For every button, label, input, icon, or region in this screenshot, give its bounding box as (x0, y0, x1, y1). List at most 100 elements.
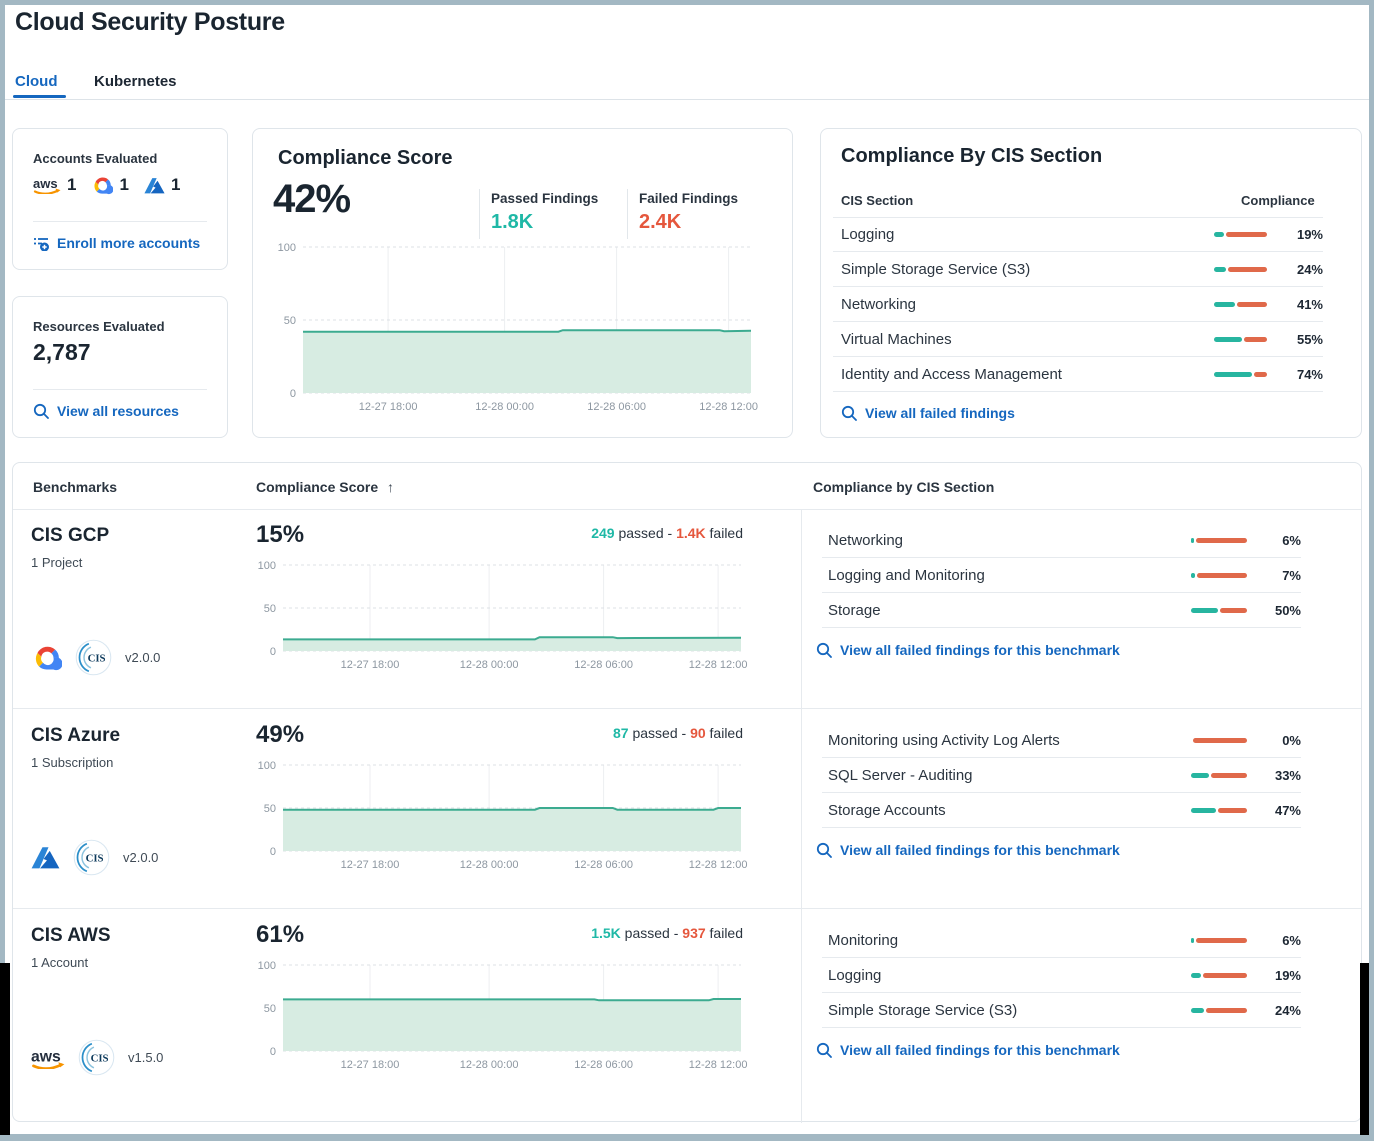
benchmark-row-cis-azure: CIS Azure 1 Subscription v2.0.0 49% 87 p… (13, 709, 1361, 909)
section-label: Simple Storage Service (S3) (828, 1001, 1018, 1019)
window-frame-top (0, 0, 1374, 5)
failed-word: failed (705, 525, 743, 541)
svg-text:12-28 12:00: 12-28 12:00 (689, 659, 748, 671)
accounts-evaluated-card: Accounts Evaluated 1 1 1 Enroll more acc… (12, 128, 228, 270)
passed-findings-label: Passed Findings (491, 191, 599, 206)
benchmark-version: v1.5.0 (128, 1050, 164, 1065)
svg-text:12-28 00:00: 12-28 00:00 (460, 1059, 519, 1071)
cis-section-table: Logging 19% Simple Storage Service (S3) … (833, 217, 1323, 392)
compliance-bar (1191, 937, 1247, 943)
passed-failed-summary: 249 passed - 1.4K failed (353, 525, 743, 541)
cis-section-row: Identity and Access Management 74% (833, 357, 1323, 392)
benchmark-name: CIS Azure (31, 725, 121, 746)
section-label: Logging (828, 966, 882, 984)
section-label: SQL Server - Auditing (828, 766, 973, 784)
gcp-count: 1 (119, 175, 129, 194)
svg-text:12-28 00:00: 12-28 00:00 (475, 401, 534, 413)
list-plus-icon (33, 237, 49, 251)
svg-text:0: 0 (290, 388, 296, 400)
magnifier-icon (841, 405, 857, 421)
section-row: Storage Accounts 47% (822, 793, 1301, 828)
benchmark-row-cis-aws: CIS AWS 1 Account v1.5.0 61% 1.5K passed… (13, 909, 1361, 1123)
passed-word: passed - (620, 925, 683, 941)
compliance-pct: 33% (1274, 767, 1301, 783)
window-frame-bottom (0, 1134, 1374, 1141)
failed-count: 1.4K (676, 525, 706, 541)
failed-count: 90 (690, 725, 706, 741)
view-failed-findings-benchmark-link[interactable]: View all failed findings for this benchm… (816, 1042, 1346, 1058)
compliance-bar (1191, 607, 1247, 613)
compliance-bar (1214, 336, 1267, 342)
cis-aws-trend-chart[interactable]: 12-27 18:00 12-28 00:00 12-28 06:00 12-28 1… (253, 959, 749, 1075)
cis-section-row: Simple Storage Service (S3) 24% (833, 252, 1323, 287)
compliance-pct: 24% (1274, 1002, 1301, 1018)
azure-logo-icon (31, 847, 60, 869)
compliance-score-card: Compliance Score 42% Passed Findings 1.8… (252, 128, 793, 438)
svg-text:100: 100 (278, 242, 296, 254)
col-header-compliance: Compliance (1241, 193, 1315, 208)
sort-arrow-up-icon: ↑ (387, 479, 395, 495)
window-frame-left (0, 0, 5, 1141)
section-label: Virtual Machines (841, 330, 952, 348)
aws-logo-icon (31, 1046, 65, 1069)
section-label: Networking (841, 295, 917, 313)
gcp-logo-icon (94, 177, 114, 194)
section-row: SQL Server - Auditing 33% (822, 758, 1301, 793)
letterbox-left (0, 963, 10, 1135)
section-row: Monitoring using Activity Log Alerts 0% (822, 723, 1301, 758)
compliance-bar (1191, 537, 1247, 543)
cis-gcp-trend-chart[interactable]: 12-27 18:00 12-28 00:00 12-28 06:00 12-28 1… (253, 559, 749, 675)
view-all-resources-link[interactable]: View all resources (33, 403, 179, 419)
view-all-failed-findings-link[interactable]: View all failed findings (841, 405, 1015, 421)
tab-cloud[interactable]: Cloud (15, 73, 58, 90)
compliance-pct: 41% (1296, 296, 1323, 312)
col-header-benchmarks: Benchmarks (33, 479, 118, 495)
svg-text:12-27 18:00: 12-27 18:00 (359, 401, 418, 413)
tab-kubernetes[interactable]: Kubernetes (94, 73, 177, 90)
compliance-bar (1214, 266, 1267, 272)
col-header-cis-section: CIS Section (841, 193, 914, 208)
compliance-pct: 19% (1296, 226, 1323, 242)
section-label: Storage Accounts (828, 801, 946, 819)
enroll-link-label: Enroll more accounts (57, 235, 201, 251)
accounts-card-title: Accounts Evaluated (33, 151, 158, 166)
compliance-pct: 74% (1296, 366, 1323, 382)
benchmark-scope: 1 Account (31, 955, 89, 970)
cis-badge-icon (75, 639, 112, 676)
svg-text:100: 100 (258, 960, 276, 972)
gcp-account-count: 1 (91, 175, 129, 195)
view-failed-findings-benchmark-link[interactable]: View all failed findings for this benchm… (816, 642, 1346, 658)
resources-count: 2,787 (33, 339, 91, 365)
benchmark-score: 61% (256, 921, 305, 948)
benchmark-name: CIS AWS (31, 925, 111, 946)
benchmark-version: v2.0.0 (125, 650, 161, 665)
cis-badge-icon (78, 1039, 115, 1076)
section-label: Logging (841, 225, 895, 243)
svg-text:12-28 06:00: 12-28 06:00 (587, 401, 646, 413)
cis-card-title: Compliance By CIS Section (841, 145, 1103, 167)
svg-text:50: 50 (284, 315, 296, 327)
cis-section-row: Virtual Machines 55% (833, 322, 1323, 357)
compliance-score-header-label: Compliance Score (256, 479, 379, 495)
azure-account-count: 1 (144, 175, 180, 195)
view-failed-findings-benchmark-link[interactable]: View all failed findings for this benchm… (816, 842, 1346, 858)
enroll-more-accounts-link[interactable]: Enroll more accounts (33, 235, 200, 251)
section-label: Storage (828, 601, 881, 619)
failed-word: failed (705, 725, 743, 741)
passed-failed-summary: 87 passed - 90 failed (353, 725, 743, 741)
passed-word: passed - (628, 725, 691, 741)
svg-text:0: 0 (270, 646, 276, 658)
failed-word: failed (705, 925, 743, 941)
compliance-score-trend-chart[interactable]: 12-27 18:00 12-28 00:00 12-28 06:00 12-28 1… (273, 241, 759, 417)
col-header-compliance-score-sort[interactable]: Compliance Score ↑ (256, 479, 394, 495)
benchmarks-table-card: Benchmarks Compliance Score ↑ Compliance… (12, 462, 1362, 1123)
cis-azure-trend-chart[interactable]: 12-27 18:00 12-28 00:00 12-28 06:00 12-28 1… (253, 759, 749, 875)
svg-text:50: 50 (264, 1003, 276, 1015)
accounts-provider-counts: 1 1 1 (33, 175, 180, 195)
compliance-pct: 0% (1282, 732, 1301, 748)
active-tab-underline (13, 95, 66, 98)
compliance-bar (1191, 737, 1247, 743)
section-row: Storage 50% (822, 593, 1301, 628)
section-row: Simple Storage Service (S3) 24% (822, 993, 1301, 1028)
compliance-bar (1214, 301, 1267, 307)
